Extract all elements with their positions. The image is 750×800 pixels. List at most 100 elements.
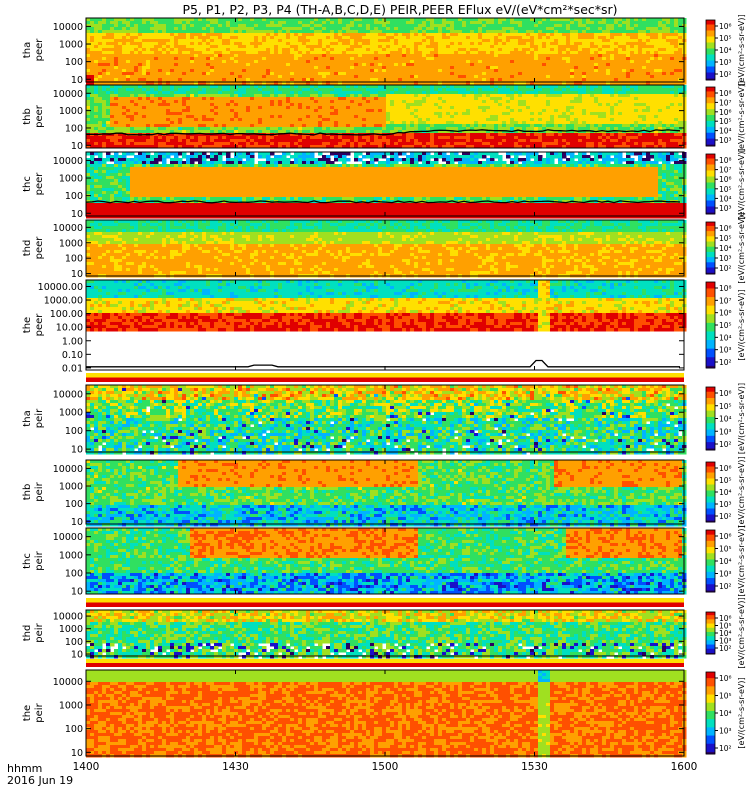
colorbar-tick-label: 10⁴ bbox=[719, 415, 732, 424]
y-tick-label: 1000 bbox=[59, 624, 83, 635]
colorbar-label: [eV/(cm²-s-sr-eV)] bbox=[737, 383, 746, 454]
colorbar-tick-label: 10² bbox=[719, 70, 732, 79]
heatmap-cells bbox=[86, 385, 687, 455]
colorbar-tick-label: 10⁷ bbox=[719, 166, 732, 175]
colorbar-label: [eV/(cm²-s-sr-eV)] bbox=[737, 525, 746, 596]
colorbar-tick-label: 10³ bbox=[719, 570, 732, 579]
y-axis-label: tha bbox=[22, 42, 33, 58]
colorbar-tick-label: 10⁴ bbox=[719, 46, 732, 55]
x-tick-label: 1530 bbox=[521, 761, 548, 773]
colorbar-tick-label: 10² bbox=[719, 644, 732, 653]
colorbar-tick-label: 10⁶ bbox=[719, 309, 732, 318]
y-axis-label: peer bbox=[34, 172, 45, 196]
y-tick-label: 10 bbox=[71, 141, 83, 152]
y-axis-label: peir bbox=[34, 408, 45, 428]
y-tick-label: 0.10 bbox=[62, 350, 83, 361]
heatmap-cells bbox=[86, 220, 687, 278]
colorbar-tick-label: 10³ bbox=[719, 136, 732, 145]
y-tick-label: 100 bbox=[65, 637, 83, 648]
heatmap-cells bbox=[86, 670, 687, 758]
figure-title: P5, P1, P2, P3, P4 (TH-A,B,C,D,E) PEIR,P… bbox=[182, 2, 617, 17]
colorbar-tick-label: 10³ bbox=[719, 58, 732, 67]
colorbar-tick-label: 10³ bbox=[719, 427, 732, 436]
y-axis-label: peer bbox=[34, 38, 45, 62]
y-tick-label: 1000 bbox=[59, 408, 83, 419]
x-tick-label: 1500 bbox=[372, 761, 399, 773]
y-tick-label: 100 bbox=[65, 254, 83, 265]
y-tick-label: 10000 bbox=[53, 22, 83, 33]
y-tick-label: 1000 bbox=[59, 700, 83, 711]
y-axis-label: peir bbox=[34, 622, 45, 642]
x-tick-label: 1400 bbox=[73, 761, 100, 773]
colorbar-tick-label: 10³ bbox=[719, 254, 732, 263]
y-tick-label: 100 bbox=[65, 724, 83, 735]
colorbar-tick-label: 10⁶ bbox=[719, 224, 732, 233]
y-tick-label: 10 bbox=[71, 209, 83, 220]
y-axis-label: thc bbox=[22, 553, 33, 569]
y-tick-label: 10 bbox=[71, 748, 83, 759]
colorbar-label: [eV/(cm²-s-sr-eV)] bbox=[737, 289, 746, 360]
colorbar-tick-label: 10³ bbox=[719, 727, 732, 736]
y-axis-label: peir bbox=[34, 550, 45, 570]
y-axis-label: tha bbox=[22, 410, 33, 426]
heatmap-cells bbox=[86, 18, 687, 85]
y-tick-label: 10000 bbox=[53, 532, 83, 543]
colorbar-tick-label: 10⁵ bbox=[719, 545, 732, 554]
colorbar-tick-label: 10⁸ bbox=[719, 284, 732, 293]
colorbar-tick-label: 10² bbox=[719, 512, 732, 521]
panel-the-peer: 0.010.101.0010.00100.001000.0010000.00th… bbox=[22, 280, 746, 374]
y-tick-label: 10000.00 bbox=[38, 282, 83, 293]
heatmap-cells bbox=[86, 280, 687, 332]
colorbar-tick-label: 10⁵ bbox=[719, 34, 732, 43]
colorbar-label: [eV/(cm²-s-sr-eV)] bbox=[737, 677, 746, 748]
y-axis-label: peer bbox=[34, 236, 45, 260]
heatmap-cells bbox=[86, 528, 687, 595]
y-tick-label: 0.01 bbox=[62, 363, 83, 374]
y-axis-label: thb bbox=[22, 484, 33, 501]
colorbar-tick-label: 10⁴ bbox=[719, 488, 732, 497]
colorbar-tick-label: 10² bbox=[719, 582, 732, 591]
colorbar-tick-label: 10² bbox=[719, 264, 732, 273]
colorbar-tick-label: 10² bbox=[719, 440, 732, 449]
colorbar-tick-label: 10⁴ bbox=[719, 194, 732, 203]
y-tick-label: 1000 bbox=[59, 106, 83, 117]
colorbar-tick-label: 10⁴ bbox=[719, 127, 732, 136]
y-tick-label: 1.00 bbox=[62, 336, 83, 347]
heatmap-cells bbox=[86, 152, 687, 219]
colorbar-tick-label: 10⁷ bbox=[719, 296, 732, 305]
y-tick-label: 1000 bbox=[59, 550, 83, 561]
colorbar-label: [eV/(cm²-s-sr-eV)] bbox=[737, 597, 746, 668]
y-tick-label: 1000.00 bbox=[44, 296, 83, 307]
colorbar-tick-label: 10⁶ bbox=[719, 389, 732, 398]
y-axis-label: peir bbox=[34, 702, 45, 722]
colorbar-tick-label: 10⁶ bbox=[719, 532, 732, 541]
y-tick-label: 10 bbox=[71, 269, 83, 280]
y-tick-label: 10.00 bbox=[56, 323, 83, 334]
y-tick-label: 10 bbox=[71, 650, 83, 661]
y-axis-label: peer bbox=[34, 104, 45, 128]
y-tick-label: 10000 bbox=[53, 612, 83, 623]
y-axis-label: the bbox=[22, 705, 33, 721]
colorbar-label: [eV/(cm²-s-sr-eV)] bbox=[737, 81, 746, 152]
colorbar-tick-label: 10⁵ bbox=[719, 692, 732, 701]
y-tick-label: 100 bbox=[65, 123, 83, 134]
y-tick-label: 10 bbox=[71, 517, 83, 528]
y-tick-label: 10000 bbox=[53, 389, 83, 400]
y-tick-label: 100 bbox=[65, 426, 83, 437]
y-tick-label: 100 bbox=[65, 569, 83, 580]
sc-potential-line bbox=[86, 361, 680, 367]
colorbar-label: [eV/(cm²-s-sr-eV)] bbox=[737, 14, 746, 85]
xaxis-label-date: 2016 Jun 19 bbox=[7, 774, 73, 787]
colorbar-tick-label: 10² bbox=[719, 744, 732, 753]
y-axis-label: peir bbox=[34, 481, 45, 501]
